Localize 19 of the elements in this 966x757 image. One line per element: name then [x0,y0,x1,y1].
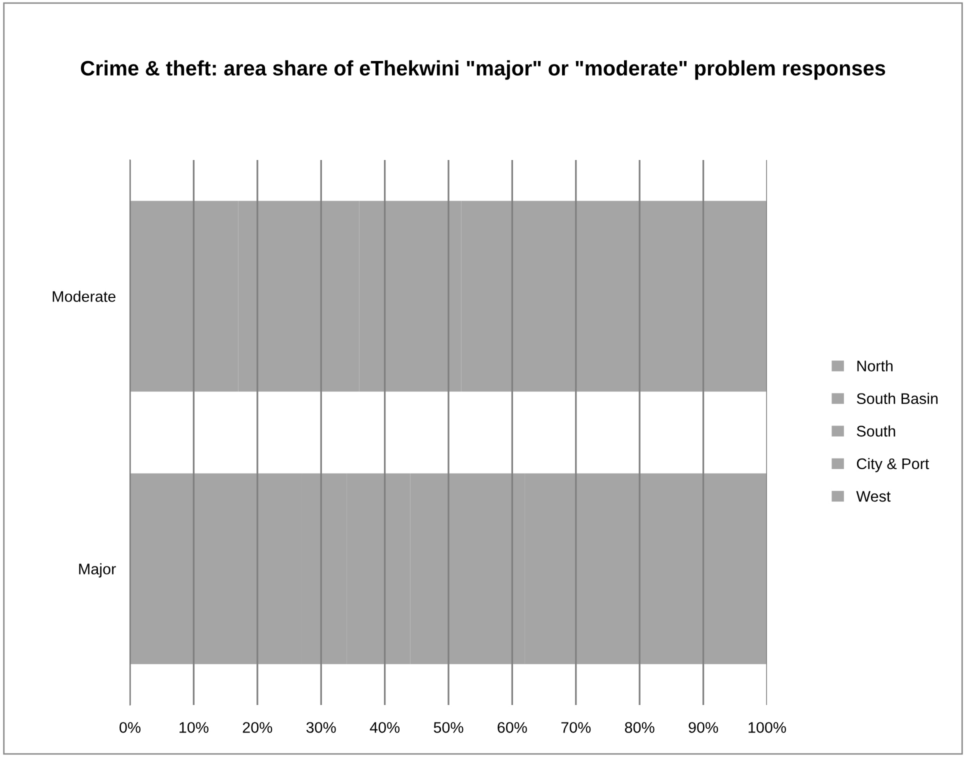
x-tick-label: 40% [370,722,400,733]
y-tick-label: Moderate [52,290,116,302]
legend-label: South Basin [856,392,938,404]
x-tick-label: 20% [242,722,272,733]
chart-title: Crime & theft: area share of eThekwini "major" or "moderate" problem responses [80,60,886,80]
legend-label: North [857,360,893,372]
x-tick-label: 10% [180,722,208,733]
x-tick-label: 60% [498,722,527,733]
legend-label: West [856,491,891,502]
x-tick-label: 0% [120,722,140,733]
x-tick-label: 90% [688,722,718,733]
x-tick-label: 70% [561,722,591,733]
x-tick-label: 80% [624,722,654,733]
legend-label: City & Port [856,458,930,472]
x-tick-label: 100% [748,722,786,733]
y-tick-label: Major [79,563,116,578]
x-tick-label: 30% [306,722,336,733]
x-tick-label: 50% [434,722,464,733]
legend-label: South [856,425,896,437]
